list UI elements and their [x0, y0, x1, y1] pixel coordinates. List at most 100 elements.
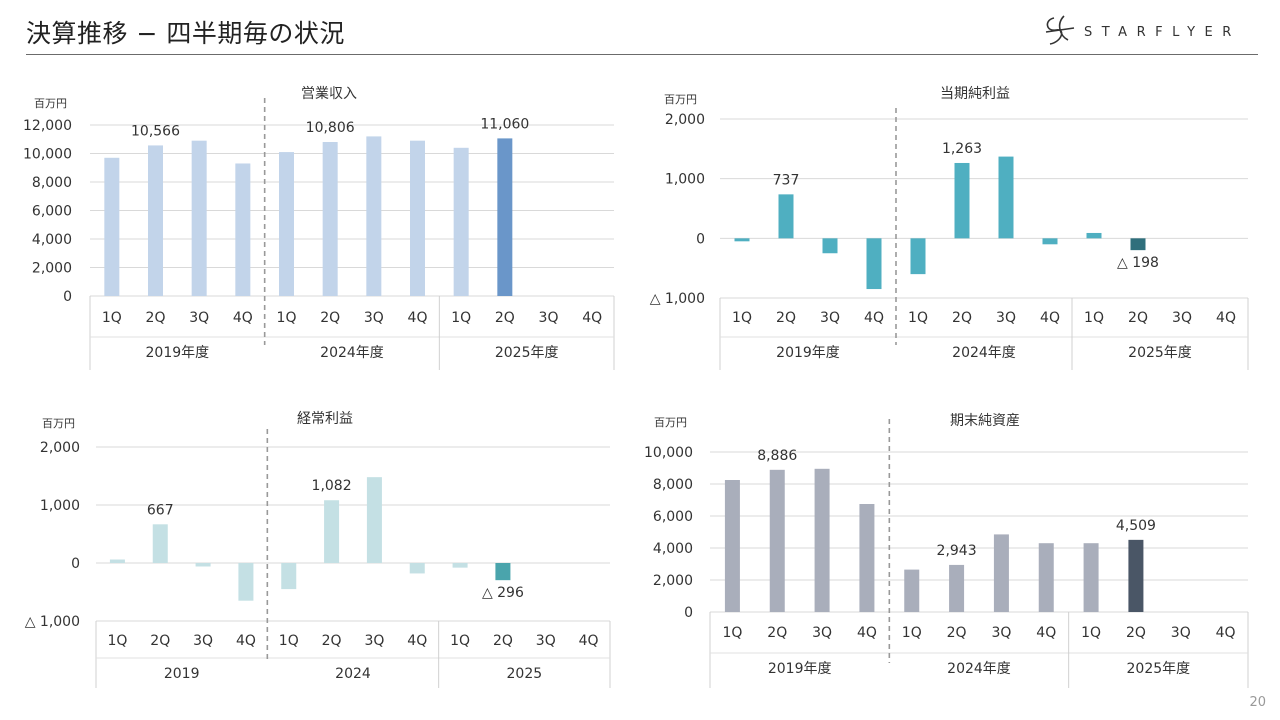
- x-tick-label: 1Q: [902, 625, 922, 641]
- y-tick-label: 2,000: [653, 573, 693, 589]
- x-tick-label: 2Q: [1128, 310, 1148, 326]
- data-label: 11,060: [480, 116, 529, 132]
- bar: [410, 140, 425, 296]
- bar: [322, 142, 338, 296]
- y-tick-label: 8,000: [653, 477, 693, 493]
- year-group-label: 2024年度: [952, 345, 1016, 361]
- bar: [191, 140, 207, 296]
- year-group-label: 2025年度: [495, 345, 559, 361]
- data-label: 8,886: [757, 448, 797, 464]
- bar: [1042, 238, 1058, 245]
- bar: [993, 534, 1009, 612]
- x-tick-label: 2Q: [767, 625, 787, 641]
- year-group-label: 2019: [164, 666, 200, 682]
- bar: [1038, 543, 1054, 612]
- bar: [822, 238, 838, 254]
- page-title: 決算推移 − 四半期毎の状況: [26, 19, 345, 48]
- y-tick-label: 6,000: [32, 204, 72, 220]
- year-group-label: 2019年度: [146, 345, 210, 361]
- data-label: △ 198: [1117, 255, 1159, 271]
- x-tick-label: 3Q: [193, 633, 213, 649]
- bar: [152, 524, 168, 563]
- bar: [324, 500, 340, 563]
- bar: [409, 563, 425, 574]
- x-tick-label: 3Q: [364, 633, 384, 649]
- bar: [148, 145, 163, 296]
- chart-title: 当期純利益: [940, 86, 1010, 102]
- y-unit-label: 百万円: [654, 416, 687, 429]
- y-tick-label: △ 1,000: [650, 291, 705, 307]
- x-tick-label: 3Q: [1172, 310, 1192, 326]
- y-tick-label: △ 1,000: [25, 614, 80, 630]
- bar: [769, 469, 785, 612]
- bar: [495, 563, 511, 581]
- bar: [734, 238, 750, 242]
- logo-mark-icon: [1045, 15, 1075, 45]
- starflyer-logo: STARFLYER: [1045, 15, 1241, 45]
- ordinary-income-chart: 経常利益 百万円 △ 1,000 0 1,000 2,000 1Q 2Q 3Q 4Q 1Q 2Q 3Q 4…: [25, 411, 611, 688]
- bar: [235, 163, 251, 296]
- year-group-label: 2025年度: [1128, 345, 1192, 361]
- y-tick-label: 2,000: [40, 440, 80, 456]
- bar: [279, 152, 294, 296]
- y-tick-label: 0: [63, 289, 72, 305]
- y-tick-label: 1,000: [665, 172, 705, 188]
- y-tick-label: 12,000: [23, 118, 72, 134]
- bar: [238, 563, 254, 601]
- x-tick-label: 1Q: [908, 310, 928, 326]
- y-tick-label: 10,000: [644, 445, 693, 461]
- bar: [859, 504, 875, 612]
- x-tick-label: 4Q: [857, 625, 877, 641]
- bar: [1128, 539, 1144, 612]
- bar: [104, 157, 120, 296]
- x-tick-label: 2Q: [495, 310, 515, 326]
- data-label: 10,806: [306, 120, 355, 136]
- title-divider: [26, 54, 1258, 55]
- year-group-label: 2019年度: [776, 345, 840, 361]
- logo-text: STARFLYER: [1084, 25, 1241, 40]
- y-unit-label: 百万円: [664, 93, 697, 106]
- data-label: 737: [773, 172, 800, 188]
- x-tick-label: 1Q: [722, 625, 742, 641]
- x-tick-label: 3Q: [820, 310, 840, 326]
- x-tick-label: 4Q: [1040, 310, 1060, 326]
- x-tick-label: 4Q: [579, 633, 599, 649]
- bar: [452, 563, 468, 568]
- x-tick-label: 2Q: [947, 625, 967, 641]
- x-tick-label: 3Q: [1171, 625, 1191, 641]
- data-label: 2,943: [937, 543, 977, 559]
- x-tick-label: 4Q: [582, 310, 602, 326]
- bar: [195, 563, 211, 567]
- bar: [453, 147, 469, 296]
- year-group-label: 2025: [507, 666, 543, 682]
- chart-title: 経常利益: [297, 411, 353, 427]
- y-tick-label: 0: [684, 605, 693, 621]
- y-tick-label: 0: [71, 556, 80, 572]
- x-tick-label: 4Q: [864, 310, 884, 326]
- bar: [904, 569, 920, 612]
- x-tick-label: 1Q: [450, 633, 470, 649]
- data-label: 10,566: [131, 123, 180, 139]
- net-assets-chart: 期末純資産 百万円 0 2,000 4,000 6,000 8,000 10,000 1Q 2Q 3…: [644, 413, 1249, 688]
- year-group-label: 2019年度: [768, 661, 832, 677]
- year-group-label: 2025年度: [1127, 661, 1191, 677]
- year-group-label: 2024年度: [947, 661, 1011, 677]
- bar: [866, 238, 882, 290]
- bar: [910, 238, 926, 275]
- bar: [1086, 232, 1102, 239]
- x-tick-label: 3Q: [539, 310, 559, 326]
- bar: [281, 563, 297, 590]
- bar: [949, 564, 965, 612]
- bar: [814, 468, 830, 612]
- x-tick-label: 4Q: [1216, 310, 1236, 326]
- bar: [366, 136, 382, 296]
- x-tick-label: 1Q: [107, 633, 127, 649]
- x-tick-label: 2Q: [776, 310, 796, 326]
- y-unit-label: 百万円: [34, 97, 67, 110]
- y-tick-label: 1,000: [40, 498, 80, 514]
- y-tick-label: 8,000: [32, 175, 72, 191]
- data-label: △ 296: [482, 585, 524, 601]
- page-number: 20: [1249, 695, 1266, 710]
- x-tick-label: 1Q: [102, 310, 122, 326]
- x-tick-label: 1Q: [732, 310, 752, 326]
